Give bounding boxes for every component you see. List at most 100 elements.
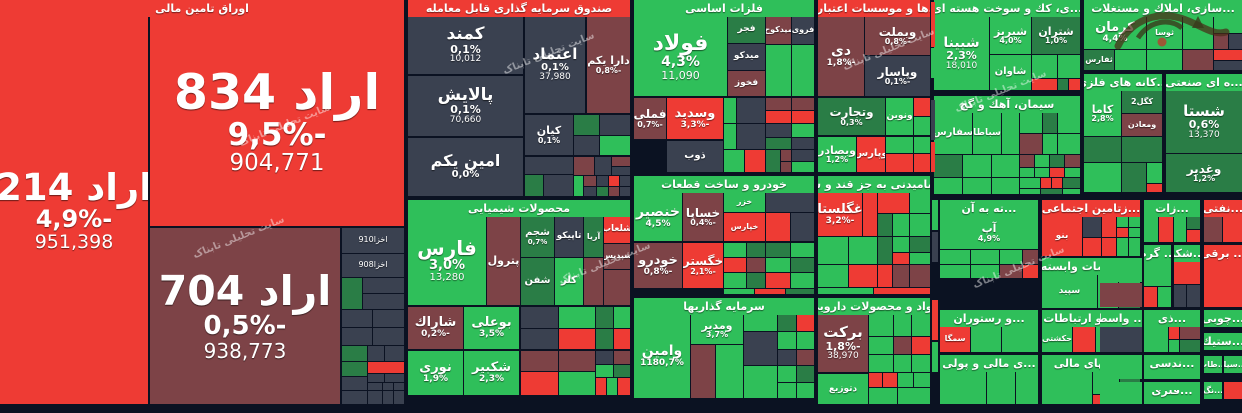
tile-strip[interactable] [931, 48, 935, 78]
tile-noori[interactable]: نوری 1,9% [408, 351, 463, 395]
tile-small[interactable] [1174, 285, 1186, 307]
sector-warm[interactable]: ...شكر [1174, 245, 1200, 307]
tile-filler[interactable] [1100, 283, 1142, 307]
tile-strip[interactable] [932, 300, 938, 340]
tile-gholestan[interactable]: غگلستا -3,2% [818, 193, 862, 236]
tile-small[interactable] [544, 175, 573, 196]
tile-small[interactable] [1187, 230, 1200, 242]
tile-kerman[interactable]: كرمان 4,4% [1084, 17, 1146, 49]
tile-small[interactable] [1169, 340, 1179, 352]
tile-small[interactable] [894, 337, 911, 354]
tile-small[interactable] [1122, 163, 1146, 192]
tile-small[interactable] [778, 350, 796, 365]
sector-tick2[interactable] [1224, 382, 1242, 404]
tile-small[interactable] [766, 111, 791, 123]
tile-small[interactable] [1144, 217, 1158, 242]
tile-small[interactable] [792, 150, 814, 161]
tile-small[interactable] [574, 176, 583, 196]
tile-small[interactable] [521, 329, 558, 349]
tile-vabmelat[interactable]: وبملت -0,8% [865, 17, 930, 55]
tile-vasdid[interactable]: وسدید -3,3% [667, 98, 723, 139]
tile-small[interactable] [614, 365, 630, 377]
tile-small[interactable] [584, 258, 603, 305]
tile-shefan[interactable]: شفن [521, 258, 554, 305]
sector-wood[interactable]: ...ستیك [1204, 333, 1242, 353]
tile-small[interactable] [910, 253, 930, 264]
sector-multiindustry[interactable]: ...ه ای صنعتی شستا 0,6% 13,370 وغدیر 1,2… [1166, 74, 1242, 194]
tile-small[interactable] [724, 98, 736, 123]
tile-safars[interactable]: سفارس [934, 113, 972, 154]
tile-shabriz[interactable]: شبریز 4,0% [990, 17, 1031, 54]
tile-small[interactable] [1058, 79, 1068, 90]
tile-timi[interactable] [1144, 262, 1171, 286]
tile-shabina[interactable]: شبینا 2,3% 18,010 [934, 17, 989, 90]
tile-midcoh[interactable]: میدكوح [766, 17, 791, 44]
tile-small[interactable] [1129, 228, 1140, 237]
tile-small[interactable] [1158, 287, 1171, 307]
tile-strip[interactable] [931, 100, 935, 140]
tile-khapars[interactable]: خپارس [724, 213, 765, 241]
tile-small[interactable] [914, 154, 930, 172]
sector-realestate[interactable]: ...سازی، املاك و مستغلات كرمان 4,4% ثفار… [1084, 0, 1242, 70]
tile-small[interactable] [766, 213, 790, 241]
tile-small[interactable] [1229, 34, 1242, 49]
tile-small[interactable] [792, 111, 814, 123]
tile-shepdis[interactable]: شپدیس [604, 244, 630, 269]
tile-khasapa[interactable]: خساپا -0,4% [683, 193, 723, 241]
tile-dtozi[interactable]: دتوزیع [818, 374, 868, 404]
tile-small[interactable] [898, 388, 930, 404]
tile-small[interactable] [368, 374, 384, 382]
tile-small[interactable] [1052, 178, 1062, 188]
tile-small[interactable] [609, 187, 619, 196]
tile-small[interactable] [1183, 50, 1213, 70]
tile-small[interactable] [934, 155, 962, 177]
tile-kamand[interactable]: كمند 0,1% 10,012 [408, 17, 523, 74]
tile-small[interactable] [559, 307, 595, 328]
tile-small[interactable] [778, 366, 796, 382]
tile-beno[interactable]: بنو [1042, 217, 1082, 256]
tile-small[interactable] [912, 355, 930, 372]
tile-small[interactable] [691, 345, 715, 398]
tile-small[interactable] [940, 372, 986, 404]
tile-kama[interactable]: كاما 2,8% [1084, 91, 1121, 136]
tile-small[interactable] [521, 372, 558, 395]
tile-small[interactable] [618, 378, 630, 395]
tile-small[interactable] [914, 98, 930, 116]
tile-small[interactable] [1063, 178, 1080, 188]
tile-zob[interactable]: ذوب [667, 141, 723, 172]
tile-small[interactable] [1043, 134, 1057, 154]
tile-foolad[interactable]: فولاد 4,3% 11,090 [634, 17, 727, 96]
tile-small[interactable] [778, 383, 796, 398]
tile-small[interactable] [737, 124, 765, 149]
tile-small[interactable] [1002, 327, 1038, 352]
tile-vatejarat[interactable]: وتجارت 0,3% [818, 98, 885, 135]
tile-small[interactable] [1032, 55, 1057, 78]
tile-small[interactable] [596, 365, 613, 377]
tile-small[interactable] [574, 115, 599, 135]
tile-small[interactable] [894, 315, 911, 336]
tile-small[interactable] [766, 45, 791, 96]
tile-small[interactable] [792, 138, 814, 149]
tile-small[interactable] [614, 307, 630, 328]
tile-khagostar[interactable]: خگستر -2,1% [683, 243, 723, 288]
tile-small[interactable] [368, 346, 384, 361]
tile-small[interactable] [1063, 189, 1080, 194]
tile-small[interactable] [559, 329, 595, 349]
tile-small[interactable] [766, 258, 790, 272]
tile-small[interactable] [1083, 217, 1101, 237]
tile-small[interactable] [971, 327, 1001, 352]
tile-small[interactable] [614, 351, 630, 364]
tile-fakhooz[interactable]: فخوز [728, 71, 765, 96]
tile-small[interactable] [878, 214, 892, 236]
sector-auto[interactable]: خودرو و ساخت قطعات خنصیر 4,5% خساپا -0,4… [634, 176, 814, 294]
tile-small[interactable] [1069, 79, 1080, 90]
tile-small[interactable] [1020, 134, 1042, 154]
sector-beverage[interactable]: ...شامیدنی به جز قند و شكر غگلستا -3,2% [818, 176, 930, 294]
tile-akhza908[interactable]: اخزا908 [342, 254, 404, 277]
tile-small[interactable] [1147, 163, 1162, 183]
tile-small[interactable] [778, 315, 796, 331]
tile-filler[interactable] [1100, 382, 1142, 404]
tile-khazar[interactable]: خزر [724, 193, 765, 212]
tile-small[interactable] [1144, 372, 1200, 379]
sector-banks[interactable]: ...ها و موسسات اعتباری دی -1,8% وبملت -0… [818, 0, 930, 172]
